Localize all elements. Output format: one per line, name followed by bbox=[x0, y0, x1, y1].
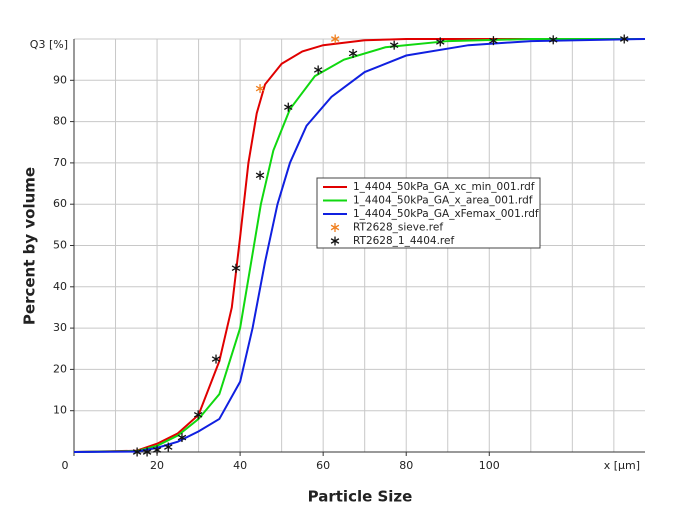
x-unit-label: x [µm] bbox=[604, 459, 640, 472]
series-line bbox=[73, 38, 646, 453]
asterisk-stroke bbox=[255, 172, 265, 179]
asterisk-stroke bbox=[389, 42, 399, 49]
y-tick-label: 40 bbox=[53, 280, 67, 293]
asterisk-stroke bbox=[164, 444, 173, 450]
x-tick-label: 40 bbox=[233, 459, 247, 472]
data-point bbox=[389, 40, 399, 50]
legend-label: 1_4404_50kPa_GA_xFemax_001.rdf bbox=[353, 208, 539, 220]
data-point bbox=[142, 447, 152, 457]
y-tick-label: 70 bbox=[53, 156, 67, 169]
x-tick-label: 100 bbox=[479, 459, 500, 472]
x-tick-label: 20 bbox=[150, 459, 164, 472]
data-point bbox=[211, 354, 221, 364]
asterisk-stroke bbox=[313, 67, 323, 73]
legend-swatch bbox=[330, 223, 340, 232]
data-point bbox=[436, 37, 445, 47]
legend-label: 1_4404_50kPa_GA_xc_min_001.rdf bbox=[353, 181, 535, 193]
y-tick-label: 60 bbox=[53, 197, 67, 210]
data-point bbox=[152, 445, 162, 455]
x-tick-label: 0 bbox=[62, 459, 69, 472]
y-axis-title: Percent by volume bbox=[21, 167, 39, 325]
asterisk-stroke bbox=[619, 36, 629, 42]
series-line bbox=[73, 38, 645, 453]
x-axis-title: Particle Size bbox=[308, 488, 413, 506]
y-tick-label: 80 bbox=[53, 115, 67, 128]
y-unit-label: Q3 [%] bbox=[30, 38, 68, 51]
data-point bbox=[164, 442, 173, 452]
asterisk-stroke bbox=[142, 449, 152, 455]
data-point bbox=[548, 35, 558, 45]
asterisk-stroke bbox=[330, 224, 340, 231]
y-tick-label: 10 bbox=[53, 404, 67, 417]
y-tick-label: 90 bbox=[53, 73, 67, 86]
data-point bbox=[489, 36, 498, 46]
data-point bbox=[330, 34, 340, 44]
legend-label: 1_4404_50kPa_GA_x_area_001.rdf bbox=[353, 195, 533, 207]
data-point bbox=[132, 447, 142, 457]
asterisk-stroke bbox=[152, 447, 162, 453]
data-point bbox=[193, 410, 203, 420]
asterisk-stroke bbox=[231, 265, 241, 272]
data-point bbox=[255, 170, 265, 180]
asterisk-stroke bbox=[348, 50, 358, 57]
x-tick-label: 60 bbox=[316, 459, 330, 472]
asterisk-stroke bbox=[548, 37, 558, 43]
legend-box bbox=[316, 177, 541, 249]
data-point bbox=[177, 433, 187, 443]
legend-swatch bbox=[330, 236, 340, 246]
y-tick-label: 20 bbox=[53, 362, 67, 375]
asterisk-stroke bbox=[132, 449, 142, 455]
asterisk-stroke bbox=[284, 104, 293, 110]
legend-label: RT2628_1_4404.ref bbox=[353, 235, 454, 247]
series-line bbox=[73, 38, 645, 453]
data-point bbox=[619, 34, 629, 44]
asterisk-stroke bbox=[330, 36, 340, 42]
x-tick-label: 80 bbox=[399, 459, 413, 472]
data-point bbox=[348, 48, 358, 58]
y-tick-label: 50 bbox=[53, 239, 67, 252]
asterisk-stroke bbox=[436, 39, 445, 45]
asterisk-stroke bbox=[489, 37, 498, 44]
asterisk-stroke bbox=[330, 238, 340, 244]
legend-label: RT2628_sieve.ref bbox=[353, 222, 443, 234]
data-point bbox=[231, 263, 241, 273]
asterisk-stroke bbox=[177, 434, 187, 441]
data-point bbox=[255, 84, 265, 94]
data-point bbox=[313, 65, 323, 75]
asterisk-stroke bbox=[193, 412, 203, 418]
data-point bbox=[284, 102, 293, 112]
asterisk-stroke bbox=[211, 356, 221, 362]
y-tick-label: 30 bbox=[53, 321, 67, 334]
asterisk-stroke bbox=[255, 85, 265, 92]
